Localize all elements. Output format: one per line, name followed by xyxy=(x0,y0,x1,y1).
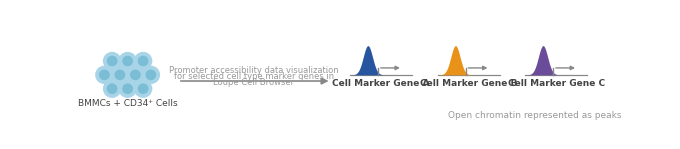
Text: for selected cell type marker genes in: for selected cell type marker genes in xyxy=(174,72,334,81)
Circle shape xyxy=(115,70,124,79)
Circle shape xyxy=(100,70,109,79)
Circle shape xyxy=(107,84,117,93)
Circle shape xyxy=(123,56,133,66)
Circle shape xyxy=(119,53,136,69)
Text: Promoter accessibility data visualization: Promoter accessibility data visualizatio… xyxy=(169,66,339,75)
Circle shape xyxy=(135,80,152,97)
Circle shape xyxy=(103,80,120,97)
Text: Cell Marker Gene C: Cell Marker Gene C xyxy=(508,79,605,88)
Text: Open chromatin represented as peaks: Open chromatin represented as peaks xyxy=(447,111,622,120)
Circle shape xyxy=(131,70,140,79)
Text: BMMCs + CD34⁺ Cells: BMMCs + CD34⁺ Cells xyxy=(78,100,177,108)
Text: Cell Marker Gene B: Cell Marker Gene B xyxy=(420,79,517,88)
Circle shape xyxy=(135,53,152,69)
Circle shape xyxy=(96,66,113,83)
Circle shape xyxy=(127,66,144,83)
Circle shape xyxy=(119,80,136,97)
Circle shape xyxy=(112,66,129,83)
Circle shape xyxy=(139,56,148,66)
Circle shape xyxy=(107,56,117,66)
Circle shape xyxy=(139,84,148,93)
Circle shape xyxy=(123,84,133,93)
Circle shape xyxy=(142,66,159,83)
Circle shape xyxy=(103,53,120,69)
Text: Loupe Cell Browser: Loupe Cell Browser xyxy=(214,78,294,87)
Text: Cell Marker Gene A: Cell Marker Gene A xyxy=(333,79,430,88)
Circle shape xyxy=(146,70,156,79)
